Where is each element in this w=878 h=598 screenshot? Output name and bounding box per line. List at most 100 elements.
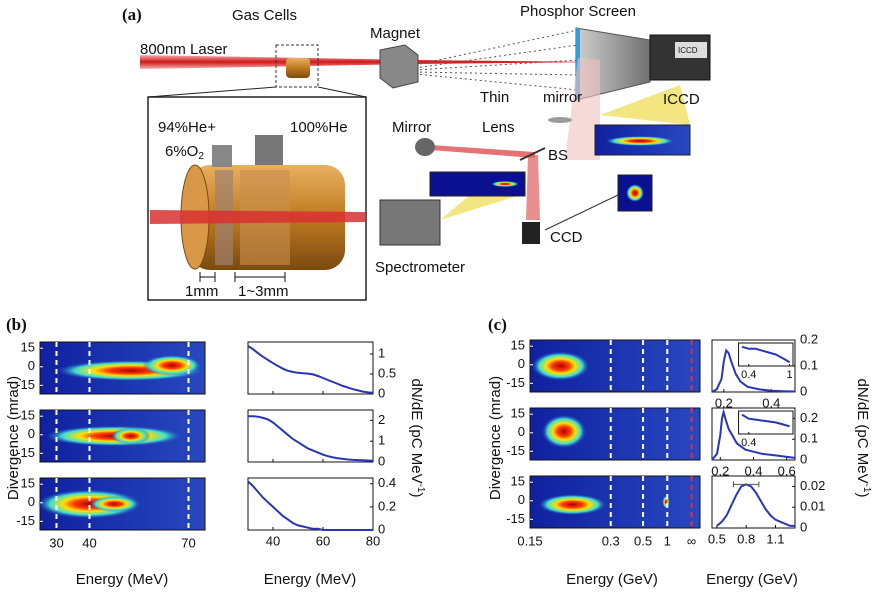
x-tick-label: ∞ [687,533,696,548]
beam-signal [142,355,202,376]
label: Lens [482,119,515,136]
panel-label: (a) [122,5,142,24]
ccd-camera [522,222,540,244]
label: Spectrometer [375,259,465,276]
x-tick-label: 0.3 [602,533,620,548]
y-tick-label: -15 [16,513,35,528]
spectrum-line [711,408,796,461]
electron-paths [414,29,579,91]
y-tick-label: 0 [800,383,807,398]
magnet [379,44,419,89]
plot-frame [247,409,374,463]
x-tick-label: 0.6 [778,463,796,478]
panel-a: (a) Gas Cells Magnet Phosphor Screen 800… [122,3,711,301]
iccd-spot [605,136,675,146]
label: CCD [550,229,583,246]
x-tick-label: 40 [82,535,96,550]
zoom-line [147,86,277,98]
x-tick-label: 40 [266,533,280,548]
panel-label: (b) [6,315,27,334]
y-tick-label: 15 [21,340,35,355]
y-tick-label: 0 [518,424,525,439]
spectrum-line [711,348,796,393]
x-tick-label: 30 [49,535,63,550]
beam-signal [538,494,607,515]
y-tick-label: 2 [378,412,385,427]
y-tick-label: -15 [506,443,525,458]
label-part: dN/dE (pC MeV [854,379,871,484]
subscript: 2 [198,151,204,162]
label: 94%He+ [158,119,216,136]
label-part: dN/dE (pC MeV [408,379,425,484]
dimension-lines [199,272,286,282]
inset-frame [738,342,794,367]
inset-frame [738,410,794,435]
label: 1mm [185,283,218,300]
x-tick-label: 0.5 [708,531,726,546]
label: BS [548,147,568,164]
x-tick-label: 0.2 [715,395,733,410]
y-tick-label: 0.2 [378,498,396,513]
label: 1~3mm [238,283,288,300]
beam-splitter [519,147,546,161]
x-axis-label: Energy (MeV) [76,571,169,588]
y-tick-label: 0.01 [800,499,825,514]
label-part: ) [408,492,425,497]
y-tick-label: 15 [21,408,35,423]
y-tick-label: 15 [511,474,525,489]
gas-cell-box [275,44,319,88]
y-tick-label: 0 [28,426,35,441]
y-tick-label: 15 [511,338,525,353]
beam-signal [110,427,151,445]
label-part: 6%O [165,143,198,160]
label: 100%He [290,119,348,136]
y-tick-label: 0.1 [800,357,818,372]
y-tick-label: 1 [378,433,385,448]
y-tick-label: 0.5 [378,365,396,380]
plot-frame [247,477,374,531]
label: Magnet [370,25,421,42]
y-tick-label: 0 [378,521,385,536]
y-tick-label: 0.02 [800,478,825,493]
iccd-label-box [675,42,707,58]
y-tick-label: 0 [800,519,807,534]
inlet-2 [255,135,283,165]
mirror-shape [415,138,435,156]
callout [600,85,690,125]
label: Mirror [392,119,431,136]
y-tick-label: 15 [21,476,35,491]
label: ICCD [678,46,698,55]
spectrometer-box [379,199,441,246]
reflected-beam [430,145,535,158]
laser-beam [140,55,600,69]
y-tick-label: -15 [506,375,525,390]
x-tick-label: 1.1 [766,531,784,546]
y-tick-label: 0.4 [378,475,396,490]
x-tick-label: 0.5 [634,533,652,548]
plot-frame [711,475,796,529]
y-tick-label: 0.2 [800,331,818,346]
inset-beam [150,210,365,224]
x-tick-label: 0.4 [762,395,780,410]
panel-c-labels: (c) Divergence (mrad) Energy (GeV) Energ… [487,315,872,588]
spectrum-line [247,345,374,394]
x-tick-label: 80 [366,533,380,548]
y-tick-label: 0 [800,451,807,466]
x-axis-label: Energy (MeV) [264,571,357,588]
callout-line [544,194,619,231]
y-axis-label: Divergence (mrad) [487,376,504,500]
y-tick-label: 0 [378,453,385,468]
y-tick-label: -15 [16,445,35,460]
beam-signal [662,495,670,509]
label: 6%O2 [165,143,204,162]
y-tick-label: 0.1 [800,431,818,446]
inset-x-tick-label: 1 [787,369,793,381]
x-tick-label: 0.8 [737,531,755,546]
y2-axis-label: dN/dE (pC MeV-1) [408,379,426,498]
y-tick-label: 0 [28,494,35,509]
x-tick-label: 70 [181,535,195,550]
y2-axis-label: dN/dE (pC MeV-1) [854,379,872,498]
y-tick-label: 15 [511,406,525,421]
beam-signal [89,496,139,512]
